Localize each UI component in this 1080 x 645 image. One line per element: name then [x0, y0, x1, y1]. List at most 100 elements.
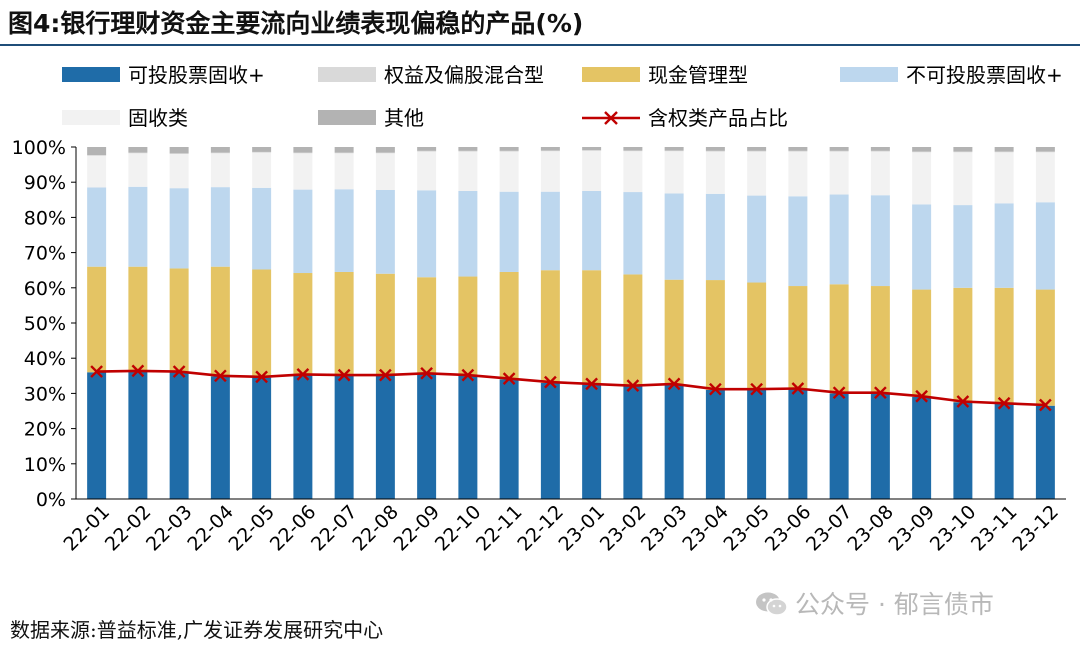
- share-line-point: [172, 365, 186, 378]
- legend-item: 可投股票固收+: [62, 63, 265, 87]
- x-tick-label: 22-08: [348, 501, 403, 556]
- y-tick-label: 10%: [24, 454, 66, 476]
- bar-segment: [417, 374, 437, 499]
- x-tick-label: 22-04: [183, 501, 238, 556]
- bar-segment: [87, 372, 107, 499]
- x-tick-label: 22-09: [390, 501, 445, 556]
- y-axis: 0% 10% 20% 30% 40% 50% 60% 70% 80% 90% 100%: [12, 137, 77, 511]
- bar-segment: [953, 287, 973, 403]
- share-line-point: [874, 386, 887, 400]
- bar-segment: [747, 151, 767, 196]
- legend-item: 权益及偏股混合型: [318, 63, 544, 87]
- bar-segment: [210, 266, 230, 377]
- bar-segment: [953, 151, 973, 153]
- x-tick-label: 22-05: [225, 501, 280, 556]
- bar-segment: [458, 147, 478, 151]
- bar-segment: [582, 384, 602, 499]
- share-line-point: [915, 389, 928, 403]
- bar-segment: [912, 152, 932, 205]
- bar-segment: [870, 195, 890, 287]
- share-line-point: [214, 369, 227, 383]
- bar-segment: [705, 150, 725, 152]
- legend-item: 含权类产品占比: [582, 106, 788, 130]
- legend-swatch: [318, 110, 376, 125]
- bar-segment: [788, 150, 808, 152]
- bar-segment: [375, 152, 395, 154]
- bar-segment: [210, 187, 230, 267]
- y-tick-label: 80%: [24, 207, 66, 229]
- bar-segment: [210, 153, 230, 188]
- x-tick-label: 23-01: [555, 501, 610, 556]
- bar-segment: [747, 147, 767, 151]
- legend-item: 现金管理型: [582, 63, 748, 87]
- bar-segment: [912, 151, 932, 153]
- legend-label: 不可投股票固收+: [906, 63, 1063, 87]
- legend-label: 现金管理型: [648, 63, 748, 87]
- bar-segment: [994, 203, 1014, 288]
- bar-segment: [582, 191, 602, 271]
- share-line-point: [997, 396, 1011, 410]
- bar-segment: [540, 147, 560, 151]
- y-tick-label: 90%: [24, 172, 66, 194]
- bar-segment: [829, 150, 849, 152]
- bar-segment: [458, 150, 478, 152]
- bar-segment: [128, 152, 148, 154]
- bar-segment: [293, 152, 313, 154]
- bar-segment: [912, 289, 932, 397]
- bar-segment: [994, 287, 1014, 404]
- bar-segment: [829, 194, 849, 285]
- bar-segment: [293, 273, 313, 376]
- bar-segment: [788, 286, 808, 390]
- bar-segment: [417, 190, 437, 278]
- legend-swatch: [318, 67, 376, 82]
- y-tick-label: 70%: [24, 243, 66, 265]
- y-tick-label: 0%: [36, 489, 66, 511]
- bar-segment: [870, 286, 890, 394]
- bar-segment: [293, 147, 313, 153]
- bar-segment: [870, 147, 890, 151]
- x-tick-label: 23-08: [843, 501, 898, 556]
- bar-segment: [375, 273, 395, 376]
- share-line-path: [96, 369, 1046, 407]
- bar-segment: [664, 384, 684, 499]
- x-tick-label: 22-12: [513, 501, 568, 556]
- bar-segment: [1035, 152, 1055, 203]
- bar-segment: [334, 375, 354, 499]
- bar-segment: [870, 151, 890, 196]
- share-line-point: [461, 368, 475, 382]
- bar-segment: [128, 153, 148, 187]
- bar-segment: [994, 403, 1014, 499]
- share-line-point: [1039, 398, 1052, 412]
- bar-segment: [829, 147, 849, 151]
- bar-segment: [417, 147, 437, 151]
- bar-segment: [705, 193, 725, 281]
- x-axis: 22-0122-0222-0322-0422-0522-0622-0722-08…: [60, 498, 1066, 556]
- bar-segment: [1035, 202, 1055, 290]
- bar-segment: [293, 189, 313, 274]
- bar-segment: [87, 187, 107, 267]
- bar-segment: [1035, 289, 1055, 406]
- bar-segment: [169, 147, 189, 154]
- bar-segment: [953, 152, 973, 206]
- bar-segment: [747, 150, 767, 152]
- bar-segment: [210, 152, 230, 154]
- x-tick-label: 23-11: [967, 501, 1022, 556]
- bar-segment: [128, 147, 148, 153]
- bar-segment: [994, 147, 1014, 152]
- x-tick-label: 23-03: [637, 501, 692, 556]
- bar-segment: [499, 191, 519, 272]
- share-line-point: [544, 375, 557, 389]
- bar-segment: [334, 189, 354, 272]
- bar-segment: [788, 151, 808, 197]
- bar-segment: [252, 187, 272, 270]
- bars: [87, 147, 1055, 499]
- bar-segment: [953, 205, 973, 288]
- share-line-point: [255, 370, 268, 384]
- legend-swatch: [840, 67, 898, 82]
- share-line-point: [956, 395, 970, 408]
- legend-label: 含权类产品占比: [648, 106, 788, 130]
- bar-segment: [788, 147, 808, 151]
- bar-segment: [87, 147, 107, 156]
- share-line-point: [420, 366, 433, 380]
- legend-swatch: [582, 67, 640, 82]
